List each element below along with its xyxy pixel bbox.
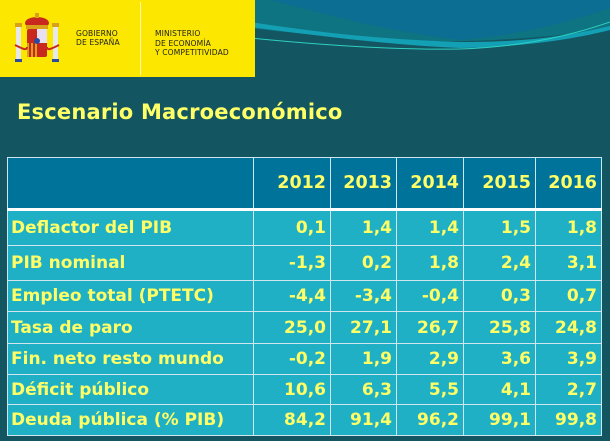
table-cell: 1,4 — [396, 209, 464, 246]
table-cell: 0,2 — [330, 245, 397, 281]
row-label: Deuda pública (% PIB) — [7, 404, 254, 436]
table-cell: -0,4 — [396, 280, 464, 312]
row-label: PIB nominal — [7, 245, 254, 281]
logo-line: GOBIERNO — [76, 29, 118, 38]
gobierno-de-espana-text: GOBIERNO DE ESPAÑA — [76, 29, 120, 47]
column-header-2016: 2016 — [535, 157, 602, 210]
table-cell: 2,7 — [535, 374, 602, 405]
table-cell: 2,4 — [463, 245, 536, 281]
table-cell: 3,9 — [535, 343, 602, 375]
table-cell: -4,4 — [253, 280, 331, 312]
table-cell: 26,7 — [396, 311, 464, 344]
logo-line: DE ESPAÑA — [76, 38, 120, 47]
table-cell: 24,8 — [535, 311, 602, 344]
table-cell: 10,6 — [253, 374, 331, 405]
table-row: Tasa de paro 25,0 27,1 26,7 25,8 24,8 — [7, 311, 602, 344]
table-cell: 1,8 — [396, 245, 464, 281]
table-cell: 84,2 — [253, 404, 331, 436]
table-cell: 3,6 — [463, 343, 536, 375]
table-cell: 4,1 — [463, 374, 536, 405]
spain-coat-of-arms-icon — [14, 13, 60, 62]
table-cell: 1,8 — [535, 209, 602, 246]
column-header-2012: 2012 — [253, 157, 331, 210]
table-cell: 3,1 — [535, 245, 602, 281]
table-cell: 99,1 — [463, 404, 536, 436]
table-cell: 0,3 — [463, 280, 536, 312]
macro-scenario-table: 2012 2013 2014 2015 2016 Deflactor del P… — [7, 157, 602, 436]
row-label: Deflactor del PIB — [7, 209, 254, 246]
ministerio-text: MINISTERIO DE ECONOMÍA Y COMPETITIVIDAD — [155, 29, 229, 58]
table-cell: 2,9 — [396, 343, 464, 375]
table-cell: 1,9 — [330, 343, 397, 375]
table-row: Deuda pública (% PIB) 84,2 91,4 96,2 99,… — [7, 404, 602, 436]
row-label: Déficit público — [7, 374, 254, 405]
table-cell: 25,0 — [253, 311, 331, 344]
column-header-2013: 2013 — [330, 157, 397, 210]
row-label: Empleo total (PTETC) — [7, 280, 254, 312]
row-label: Tasa de paro — [7, 311, 254, 344]
row-label: Fin. neto resto mundo — [7, 343, 254, 375]
slide-title: Escenario Macroeconómico — [17, 100, 343, 124]
table-row: Empleo total (PTETC) -4,4 -3,4 -0,4 0,3 … — [7, 280, 602, 312]
logo-line: Y COMPETITIVIDAD — [155, 48, 229, 57]
table-cell: 91,4 — [330, 404, 397, 436]
column-header — [7, 157, 254, 210]
table-row: Fin. neto resto mundo -0,2 1,9 2,9 3,6 3… — [7, 343, 602, 375]
table-cell: 96,2 — [396, 404, 464, 436]
column-header-2015: 2015 — [463, 157, 536, 210]
table-cell: 27,1 — [330, 311, 397, 344]
table-cell: -0,2 — [253, 343, 331, 375]
table-cell: 5,5 — [396, 374, 464, 405]
table-row: Déficit público 10,6 6,3 5,5 4,1 2,7 — [7, 374, 602, 405]
table-cell: 25,8 — [463, 311, 536, 344]
table-cell: 0,7 — [535, 280, 602, 312]
government-logo-banner: GOBIERNO DE ESPAÑA MINISTERIO DE ECONOMÍ… — [0, 0, 255, 77]
table-cell: 1,5 — [463, 209, 536, 246]
table-row: Deflactor del PIB 0,1 1,4 1,4 1,5 1,8 — [7, 209, 602, 246]
table-header-row: 2012 2013 2014 2015 2016 — [7, 157, 602, 210]
table-row: PIB nominal -1,3 0,2 1,8 2,4 3,1 — [7, 245, 602, 281]
table-cell: 0,1 — [253, 209, 331, 246]
logo-line: MINISTERIO — [155, 29, 201, 38]
logo-divider — [140, 2, 141, 75]
table-cell: 99,8 — [535, 404, 602, 436]
table-cell: 1,4 — [330, 209, 397, 246]
table-cell: -1,3 — [253, 245, 331, 281]
table-cell: -3,4 — [330, 280, 397, 312]
logo-line: DE ECONOMÍA — [155, 38, 211, 48]
table-cell: 6,3 — [330, 374, 397, 405]
column-header-2014: 2014 — [396, 157, 464, 210]
